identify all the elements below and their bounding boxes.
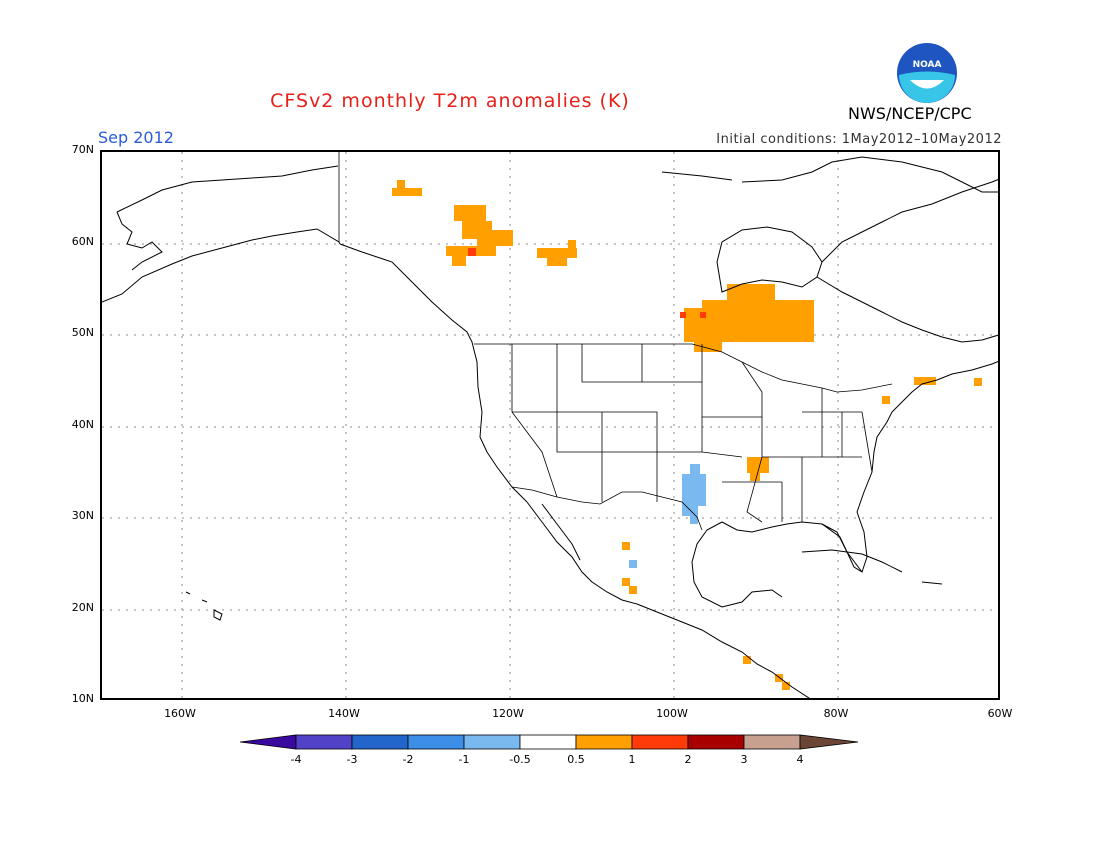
colorbar-label: -2 [402, 753, 414, 766]
lat-label-70n: 70N [71, 143, 94, 156]
colorbar-segment [519, 734, 577, 750]
colorbar-label: -3 [346, 753, 358, 766]
political-borders [338, 152, 893, 531]
colorbar [240, 734, 859, 750]
colorbar-segment [295, 734, 353, 750]
colorbar-label: -1 [458, 753, 470, 766]
lat-label-60n: 60N [71, 235, 94, 248]
lon-label-160w: 160W [164, 707, 196, 720]
coastlines [102, 156, 998, 698]
colorbar-segment [631, 734, 689, 750]
colorbar-label: 2 [684, 753, 692, 766]
colorbar-segment [687, 734, 745, 750]
forecast-month: Sep 2012 [98, 128, 174, 147]
anomaly-cells [392, 180, 982, 690]
colorbar-label: 4 [796, 753, 804, 766]
map-title: CFSv2 monthly T2m anomalies (K) [270, 90, 630, 112]
svg-text:NOAA: NOAA [913, 60, 942, 70]
lat-label-30n: 30N [71, 509, 94, 522]
initial-conditions: Initial conditions: 1May2012–10May2012 [716, 132, 1002, 147]
lon-label-80w: 80W [823, 707, 849, 720]
colorbar-segment [743, 734, 801, 750]
map-panel [100, 150, 1000, 700]
lon-label-100w: 100W [656, 707, 688, 720]
colorbar-label: 0.5 [567, 753, 585, 766]
noaa-logo: NOAA [897, 43, 957, 103]
lon-label-60w: 60W [987, 707, 1013, 720]
colorbar-arrow-high [799, 734, 859, 750]
colorbar-label: -4 [290, 753, 302, 766]
lat-label-40n: 40N [71, 418, 94, 431]
colorbar-label: 1 [628, 753, 636, 766]
organization-label: NWS/NCEP/CPC [848, 104, 972, 123]
colorbar-segment [463, 734, 521, 750]
lat-label-20n: 20N [71, 601, 94, 614]
colorbar-label: -0.5 [509, 753, 531, 766]
map-canvas [102, 152, 998, 698]
lon-label-140w: 140W [328, 707, 360, 720]
lat-label-10n: 10N [71, 692, 94, 705]
colorbar-label: 3 [740, 753, 748, 766]
lon-label-120w: 120W [492, 707, 524, 720]
colorbar-arrow-low [240, 734, 297, 750]
colorbar-segment [351, 734, 409, 750]
graticule [102, 152, 998, 698]
colorbar-segment [407, 734, 465, 750]
lat-label-50n: 50N [71, 326, 94, 339]
colorbar-segment [575, 734, 633, 750]
